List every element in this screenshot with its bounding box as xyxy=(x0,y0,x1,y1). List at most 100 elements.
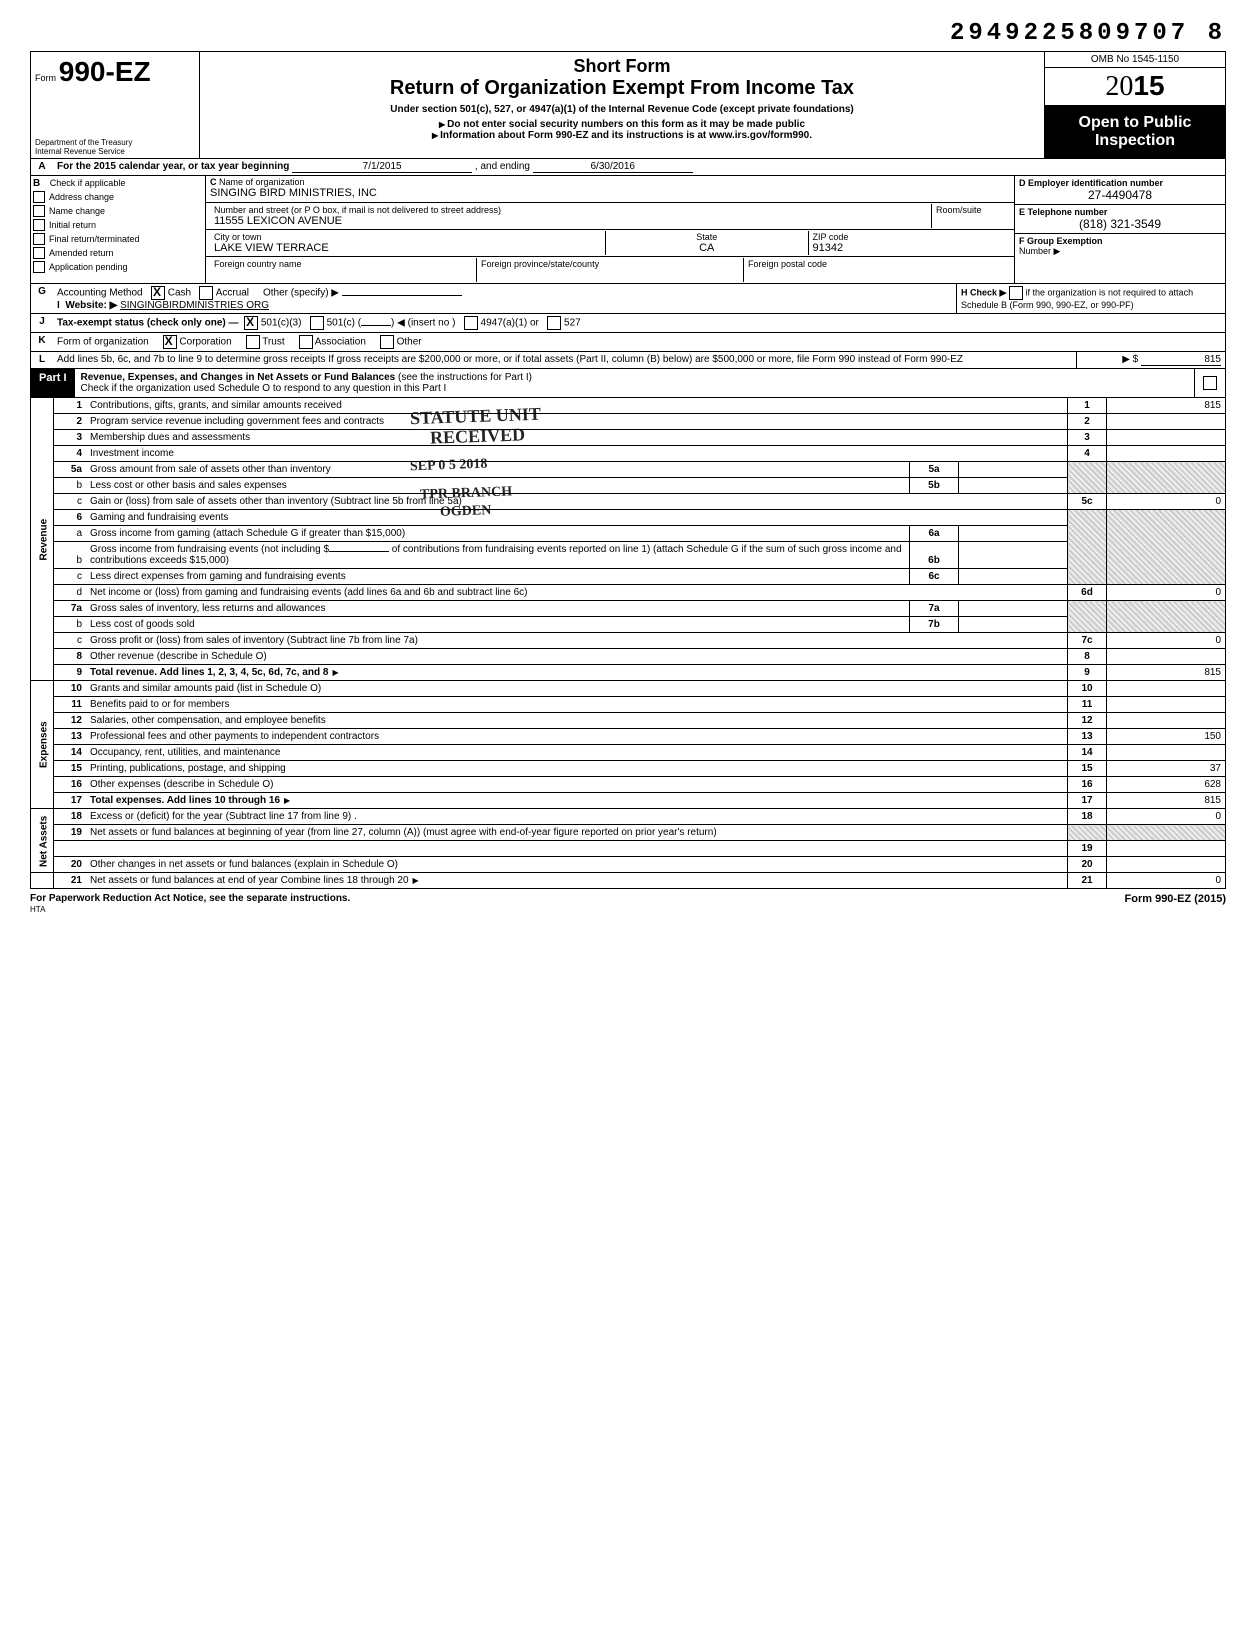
row-k-text: Form of organization xyxy=(57,337,149,348)
row-l-text: Add lines 5b, 6c, and 7b to line 9 to de… xyxy=(57,354,963,365)
501c-insert[interactable] xyxy=(361,325,391,326)
lbl-other-method: Other (specify) ▶ xyxy=(263,288,339,299)
line-1-val: 815 xyxy=(1107,398,1226,414)
part-1-check: Check if the organization used Schedule … xyxy=(81,383,447,394)
val-7a xyxy=(959,601,1068,617)
box-5a: 5a xyxy=(910,462,959,478)
row-i-text: Website: ▶ xyxy=(65,300,117,311)
state-label: State xyxy=(610,232,804,242)
line-5c-desc: Gain or (loss) from sale of assets other… xyxy=(86,494,1068,510)
lbl-pending: Application pending xyxy=(49,262,128,272)
chk-amended[interactable] xyxy=(33,247,45,259)
grp-number: Number ▶ xyxy=(1019,246,1221,257)
org-name: SINGING BIRD MINISTRIES, INC xyxy=(210,187,1010,199)
street: 11555 LEXICON AVENUE xyxy=(214,215,927,227)
col-b-heading: Check if applicable xyxy=(50,178,126,188)
chk-final-return[interactable] xyxy=(33,233,45,245)
chk-part1-schedule-o[interactable] xyxy=(1203,376,1217,390)
tax-year-end: 6/30/2016 xyxy=(533,161,693,173)
year-bold: 15 xyxy=(1133,70,1164,101)
form-prefix: Form xyxy=(35,73,56,83)
line-16-desc: Other expenses (describe in Schedule O) xyxy=(86,777,1068,793)
chk-cash[interactable] xyxy=(151,286,165,300)
dept-treasury: Department of the Treasury Internal Reve… xyxy=(35,138,195,156)
chk-trust[interactable] xyxy=(246,335,260,349)
line-4-desc: Investment income xyxy=(86,446,1068,462)
line-13-val: 150 xyxy=(1107,729,1226,745)
line-13-desc: Professional fees and other payments to … xyxy=(86,729,1068,745)
chk-name-change[interactable] xyxy=(33,205,45,217)
foreign-country-label: Foreign country name xyxy=(214,259,472,269)
tax-year-begin: 7/1/2015 xyxy=(292,161,472,173)
other-method-field[interactable] xyxy=(342,295,462,296)
tel: (818) 321-3549 xyxy=(1019,217,1221,231)
chk-other-org[interactable] xyxy=(380,335,394,349)
line-19-desc: Net assets or fund balances at beginning… xyxy=(86,825,1068,841)
line-11-desc: Benefits paid to or for members xyxy=(86,697,1068,713)
chk-pending[interactable] xyxy=(33,261,45,273)
footer-right: Form 990-EZ (2015) xyxy=(1125,893,1226,915)
line-6b-amount[interactable] xyxy=(329,551,389,552)
lbl-corp: Corporation xyxy=(179,337,231,348)
line-20-desc: Other changes in net assets or fund bala… xyxy=(86,857,1068,873)
state: CA xyxy=(610,242,804,254)
lbl-other-org: Other xyxy=(397,337,422,348)
chk-initial-return[interactable] xyxy=(33,219,45,231)
tel-label: E Telephone number xyxy=(1019,207,1221,217)
grp-label: F Group Exemption xyxy=(1019,236,1221,246)
lbl-final-return: Final return/terminated xyxy=(49,234,140,244)
val-5b xyxy=(959,478,1068,494)
part-1-note: (see the instructions for Part I) xyxy=(398,372,532,383)
line-6a-desc: Gross income from gaming (attach Schedul… xyxy=(86,526,910,542)
line-5a-desc: Gross amount from sale of assets other t… xyxy=(86,462,910,478)
ein-label: D Employer identification number xyxy=(1019,178,1221,188)
chk-501c3[interactable] xyxy=(244,316,258,330)
side-revenue: Revenue xyxy=(31,398,54,681)
val-5a xyxy=(959,462,1068,478)
row-a-text: For the 2015 calendar year, or tax year … xyxy=(57,161,289,172)
info-line: Information about Form 990-EZ and its in… xyxy=(206,130,1038,141)
line-6d-val: 0 xyxy=(1107,585,1226,601)
row-g-text: Accounting Method xyxy=(57,288,143,299)
form-number: 990-EZ xyxy=(59,56,151,87)
tax-year: 2015 xyxy=(1045,68,1225,106)
chk-assoc[interactable] xyxy=(299,335,313,349)
chk-h[interactable] xyxy=(1009,286,1023,300)
line-6d-desc: Net income or (loss) from gaming and fun… xyxy=(86,585,1068,601)
line-6b-desc: Gross income from fundraising events (no… xyxy=(90,544,329,555)
label-g: G xyxy=(31,284,53,313)
line-17-desc: Total expenses. Add lines 10 through 16 xyxy=(90,795,280,806)
line-9-desc: Total revenue. Add lines 1, 2, 3, 4, 5c,… xyxy=(90,667,328,678)
label-i: I xyxy=(57,300,60,311)
lbl-amended: Amended return xyxy=(49,248,114,258)
lbl-501c: 501(c) ( xyxy=(327,318,361,329)
lines-table: Revenue 1Contributions, gifts, grants, a… xyxy=(30,398,1226,889)
city-label: City or town xyxy=(214,232,601,242)
label-a: A xyxy=(31,159,53,175)
chk-501c[interactable] xyxy=(310,316,324,330)
chk-corp[interactable] xyxy=(163,335,177,349)
chk-527[interactable] xyxy=(547,316,561,330)
short-form-title: Short Form xyxy=(206,56,1038,77)
val-6c xyxy=(959,569,1068,585)
lbl-name-change: Name change xyxy=(49,206,105,216)
line-7a-desc: Gross sales of inventory, less returns a… xyxy=(86,601,910,617)
chk-address-change[interactable] xyxy=(33,191,45,203)
box-6a: 6a xyxy=(910,526,959,542)
footer-hta: HTA xyxy=(30,905,45,914)
line-19-val xyxy=(1107,841,1226,857)
box-5b: 5b xyxy=(910,478,959,494)
under-section: Under section 501(c), 527, or 4947(a)(1)… xyxy=(206,104,1038,115)
lbl-527: 527 xyxy=(564,318,581,329)
box-7a: 7a xyxy=(910,601,959,617)
info-block: B Check if applicable Address change Nam… xyxy=(30,176,1226,284)
lbl-trust: Trust xyxy=(262,337,284,348)
foreign-postal-label: Foreign postal code xyxy=(748,259,1006,269)
line-7b-desc: Less cost of goods sold xyxy=(86,617,910,633)
chk-accrual[interactable] xyxy=(199,286,213,300)
line-14-val xyxy=(1107,745,1226,761)
chk-4947[interactable] xyxy=(464,316,478,330)
lbl-501c3: 501(c)(3) xyxy=(261,318,302,329)
return-title: Return of Organization Exempt From Incom… xyxy=(206,77,1038,100)
year-prefix: 20 xyxy=(1105,71,1133,102)
